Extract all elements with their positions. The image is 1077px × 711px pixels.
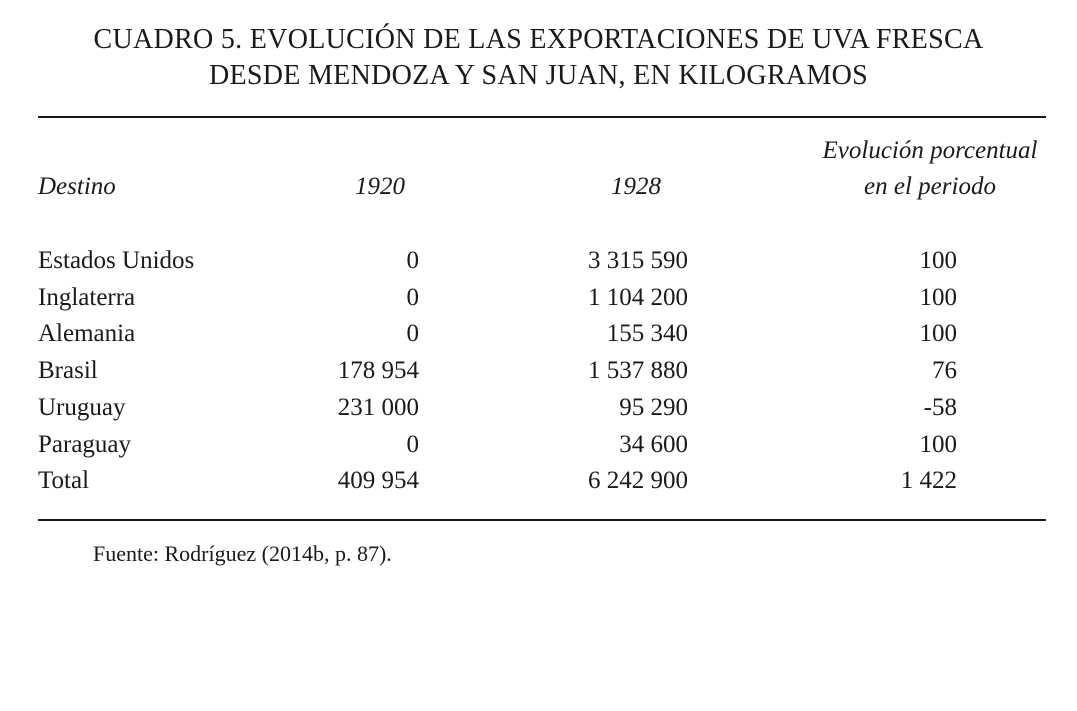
cell-destino: Alemania xyxy=(38,320,136,348)
cell-evolucion: 100 xyxy=(919,320,958,348)
header-1928: 1928 xyxy=(611,173,661,200)
cell-evolucion: 100 xyxy=(919,247,958,274)
cell-destino: Uruguay xyxy=(38,393,126,421)
cell-1920: 0 xyxy=(406,430,420,458)
cell-evolucion: 1 422 xyxy=(900,467,957,495)
cell-1928: 1 104 200 xyxy=(588,283,688,311)
cell-destino: Total xyxy=(38,467,90,495)
cell-destino: Paraguay xyxy=(38,430,132,458)
cell-1928: 1 537 880 xyxy=(588,357,688,385)
cell-1920: 0 xyxy=(406,320,420,348)
header-destino: Destino xyxy=(38,173,116,200)
bottom-rule xyxy=(38,519,1046,521)
cell-1920: 0 xyxy=(406,283,420,311)
cell-evolucion: 100 xyxy=(919,430,958,458)
cell-1928: 95 290 xyxy=(619,393,688,421)
cell-1920: 178 954 xyxy=(337,357,419,385)
cell-evolucion: -58 xyxy=(923,393,957,421)
source-note: Fuente: Rodríguez (2014b, p. 87). xyxy=(93,541,392,566)
cell-evolucion: 100 xyxy=(919,283,958,311)
cell-destino: Estados Unidos xyxy=(38,247,195,274)
header-evolucion-line-2: en el periodo xyxy=(864,173,996,200)
cell-1920: 0 xyxy=(406,247,420,274)
cell-1928: 155 340 xyxy=(606,320,688,348)
cell-evolucion: 76 xyxy=(932,357,957,385)
cell-1928: 3 315 590 xyxy=(588,247,688,274)
cell-1920: 231 000 xyxy=(337,393,419,421)
header-1920: 1920 xyxy=(355,173,405,200)
cell-destino: Inglaterra xyxy=(38,283,136,311)
cell-1920: 409 954 xyxy=(337,467,419,495)
cell-1928: 34 600 xyxy=(619,430,688,458)
cell-1928: 6 242 900 xyxy=(588,467,688,495)
cell-destino: Brasil xyxy=(38,357,98,385)
header-evolucion-line-1: Evolución porcentual xyxy=(822,137,1038,164)
table-title-line-2: DESDE MENDOZA Y SAN JUAN, EN KILOGRAMOS xyxy=(208,60,869,91)
table-title-line-1: CUADRO 5. EVOLUCIÓN DE LAS EXPORTACIONES… xyxy=(93,24,984,55)
top-rule xyxy=(38,116,1046,118)
